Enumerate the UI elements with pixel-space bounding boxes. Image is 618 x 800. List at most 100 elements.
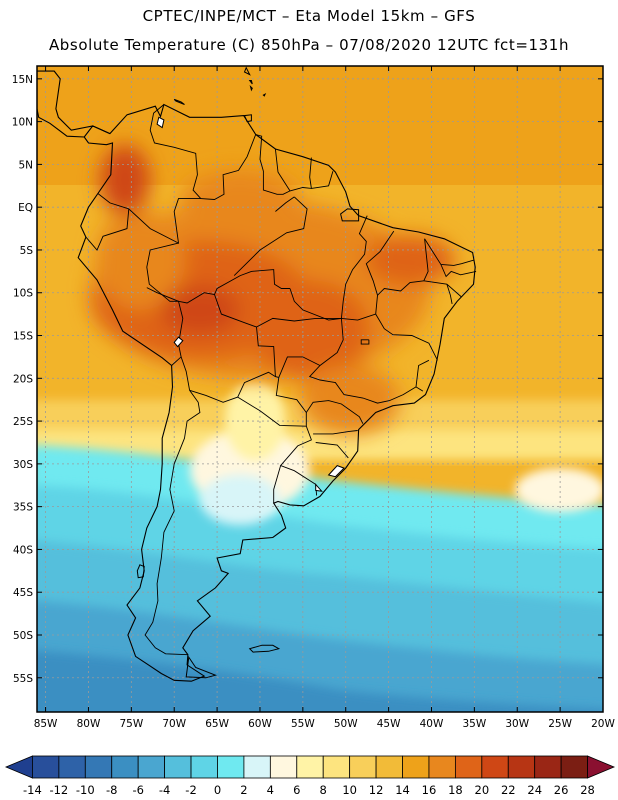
border-line [446,284,453,304]
lat-label: 15N [12,74,33,86]
map-title-line-1: CPTEC/INPE/MCT – Eta Model 15km – GFS [142,7,476,25]
lon-label: 50W [334,718,358,730]
border-line [341,238,429,321]
colorbar-label: 24 [527,783,542,797]
colorbar-swatch [560,755,588,779]
colorbar-label: -12 [49,783,68,797]
colorbar-label: 16 [422,783,437,797]
lon-label: 40W [420,718,444,730]
colorbar-swatch [507,755,536,779]
lat-label: 10S [13,288,33,300]
border-line [440,264,477,278]
colorbar-swatch [402,755,430,779]
border-line [278,356,321,378]
lon-label: 85W [34,718,58,730]
border-line [255,134,291,195]
border-line [389,386,424,402]
border-line [313,430,358,435]
lon-label: 35W [462,718,486,730]
lake [315,483,323,492]
island [185,655,217,679]
map-lines [37,66,603,712]
border-line [315,442,349,459]
lat-label: 25S [13,416,33,428]
colorbar-label: 28 [580,783,595,797]
map-title-line-2: Absolute Temperature (C) 850hPa – 07/08/… [48,36,570,54]
lat-label: 5N [18,159,33,171]
border-line [415,359,430,387]
colorbar-label: 22 [501,783,516,797]
colorbar-label: 12 [369,783,384,797]
border-line [85,208,130,251]
lat-label: EQ [18,202,33,214]
island [340,208,360,222]
lat-label: 50S [13,630,33,642]
border-line [365,230,395,296]
lat-lon-gridlines [37,66,603,712]
colorbar-label: 14 [395,783,410,797]
colorbar-swatch [269,755,298,779]
colorbar-label: 4 [267,783,274,797]
central-america-pacific-coast [37,108,85,138]
colorbar-swatch [217,755,245,779]
lake [327,465,345,478]
lakes [156,116,345,492]
lon-label: 25W [548,718,572,730]
colorbar-swatch [534,755,562,779]
colorbar-swatch [58,755,86,779]
border-line [273,465,282,504]
colorbar-labels: -14 -12 -10 -8 -6 -4 -2 0 2 4 6 8 10 12 14 16 18 20 22 24 26… [23,783,595,797]
lon-label: 20W [591,718,615,730]
border-line [305,400,364,424]
colorbar-swatch [296,755,324,779]
colorbar-swatch [322,755,351,779]
border-line [340,215,368,319]
colorbar-label: 8 [320,783,327,797]
colorbar-label: -14 [23,783,42,797]
lat-label: 5S [20,245,34,257]
lon-label: 30W [505,718,529,730]
colorbar-swatch [84,755,113,779]
border-line [375,313,438,361]
border-line [311,171,334,189]
lat-label: 40S [13,544,33,556]
lon-label: 65W [205,718,229,730]
colorbar-min-triangle [4,755,33,779]
colorbar-label: 18 [448,783,463,797]
colorbar-swatch [32,755,60,779]
island [243,66,251,76]
longitude-labels: 85W 80W 75W 70W 65W 60W 55W 50W 45W 40W 35W 30W 25W 2… [34,718,616,730]
colorbar-label: 20 [475,783,490,797]
island [243,114,252,123]
colorbar-swatch [349,755,377,779]
lake [173,336,184,348]
lake [156,116,165,129]
colorbar-swatch [190,755,218,779]
country-and-state-borders [85,104,477,656]
border-line [149,104,202,199]
lat-label: 10N [12,117,33,129]
colorbar-label: 26 [554,783,569,797]
colorbar-label: -10 [76,783,95,797]
border-line [97,193,201,244]
border-line [178,292,279,378]
border-line [275,377,318,496]
island [262,93,267,97]
colorbar-swatch [454,755,483,779]
island [136,564,145,579]
colorbar-swatch [428,755,456,779]
lat-label: 15S [13,331,33,343]
island [248,80,253,85]
colorbar-label: -2 [185,783,196,797]
colorbar [4,755,616,779]
lon-label: 55W [291,718,315,730]
border-line [360,339,370,345]
latitude-labels: 15N 10N 5N EQ 5S 10S 15S 20S 25S 30S 35S 40S 45S 50S 5… [12,74,34,685]
central-america-coast [37,70,111,135]
colorbar-label: -6 [132,783,143,797]
lon-label: 60W [248,718,272,730]
colorbar-max-triangle [587,755,616,779]
lat-label: 35S [13,502,33,514]
colorbar-swatch [243,755,271,779]
